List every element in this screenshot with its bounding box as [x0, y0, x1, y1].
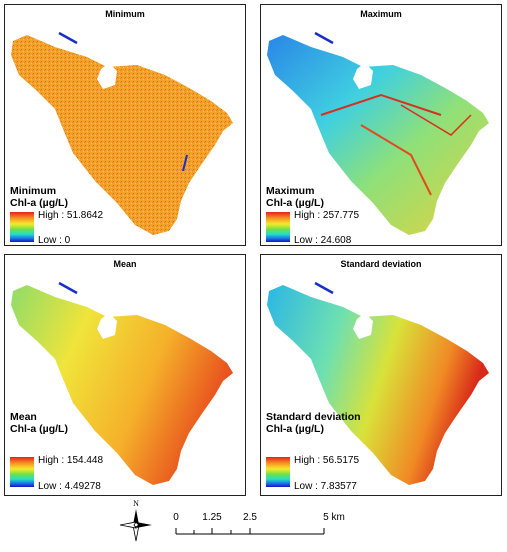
color-ramp — [10, 212, 34, 242]
lake-shape — [11, 285, 233, 485]
scale-tick: 5 km — [323, 512, 345, 523]
mean-panel: Mean Mean Chl-a (µg/L) High : 154.448 Lo… — [4, 254, 246, 496]
legend-low: Low : 7.83577 — [294, 481, 357, 492]
color-ramp — [10, 457, 34, 487]
lake-shape — [267, 285, 489, 485]
legend-unit: Chl-a (µg/L) — [10, 423, 68, 435]
legend-unit: Chl-a (µg/L) — [266, 197, 324, 209]
lake-shape — [11, 35, 233, 235]
legend-high: High : 56.5175 — [294, 455, 360, 466]
compass-rose-icon: N — [119, 499, 152, 542]
scale-tick: 1.25 — [202, 512, 222, 523]
color-ramp — [266, 457, 290, 487]
legend-high: High : 51.8642 — [38, 210, 104, 221]
legend-name: Standard deviation — [266, 411, 361, 423]
legend-name: Minimum — [10, 185, 57, 197]
legend-name: Mean — [10, 411, 37, 423]
scale-tick: 2.5 — [243, 512, 257, 523]
panel-title: Maximum — [360, 9, 402, 19]
legend-unit: Chl-a (µg/L) — [266, 423, 324, 435]
lake-map — [11, 281, 233, 485]
minimum-panel: Minimum Minimum Chl-a (µg/L) High : 51.8… — [4, 4, 246, 246]
north-label: N — [133, 499, 139, 508]
scale-tick: 0 — [173, 512, 179, 523]
legend-low: Low : 0 — [38, 235, 71, 246]
legend: Mean Chl-a (µg/L) High : 154.448 Low : 4… — [10, 411, 103, 492]
legend: Minimum Chl-a (µg/L) High : 51.8642 Low … — [10, 185, 103, 246]
scale-bar-graphic — [175, 528, 325, 535]
legend-low: Low : 24.608 — [294, 235, 352, 246]
legend: Standard deviation Chl-a (µg/L) High : 5… — [266, 411, 361, 492]
panel-title: Mean — [113, 259, 137, 269]
lake-map — [11, 31, 233, 235]
legend-low: Low : 4.49278 — [38, 481, 101, 492]
panel-title: Standard deviation — [340, 259, 422, 269]
legend-high: High : 257.775 — [294, 210, 360, 221]
lake-map — [267, 31, 489, 235]
maximum-panel: Maximum Maximum Chl-a (µg/L) High : 257.… — [260, 4, 502, 246]
lake-map — [267, 281, 489, 485]
panel-title: Minimum — [105, 9, 145, 19]
legend-unit: Chl-a (µg/L) — [10, 197, 68, 209]
legend-name: Maximum — [266, 185, 315, 197]
north-arrow: N — [114, 497, 158, 552]
standard-deviation-panel: Standard deviation Standard deviation Ch… — [260, 254, 502, 496]
legend: Maximum Chl-a (µg/L) High : 257.775 Low … — [266, 185, 359, 246]
color-ramp — [266, 212, 290, 242]
legend-high: High : 154.448 — [38, 455, 104, 466]
